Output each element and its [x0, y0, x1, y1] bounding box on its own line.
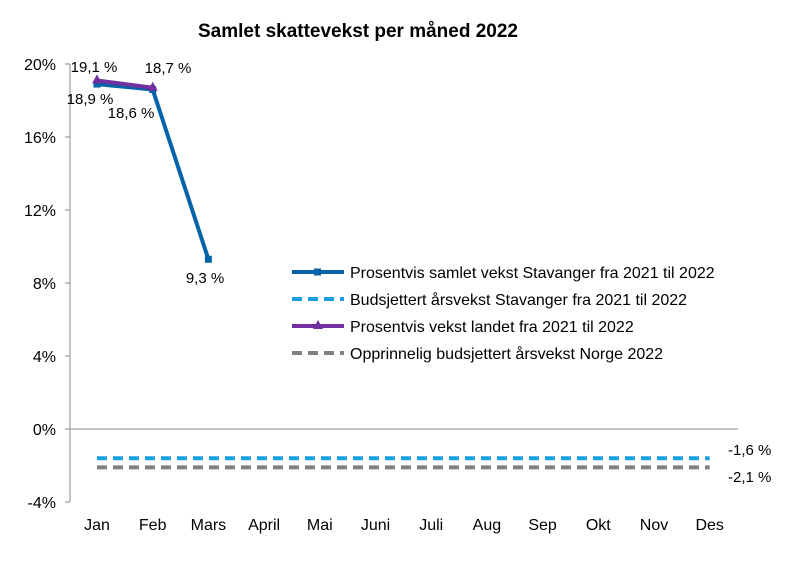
data-label: -1,6 %	[728, 442, 771, 459]
data-label: 18,6 %	[108, 105, 155, 122]
data-point	[147, 81, 158, 91]
y-tick-label: 20%	[24, 57, 56, 74]
x-tick-label: Aug	[473, 517, 501, 534]
legend-label: Prosentvis vekst landet fra 2021 til 202…	[350, 319, 634, 336]
x-tick-label: Sep	[528, 517, 557, 534]
data-label: 18,7 %	[145, 60, 192, 77]
y-tick-label: 8%	[33, 276, 56, 293]
legend-label: Prosentvis samlet vekst Stavanger fra 20…	[350, 265, 715, 282]
x-tick-label: Juli	[419, 517, 443, 534]
chart-title: Samlet skattevekst per måned 2022	[198, 21, 518, 42]
y-tick-label: 16%	[24, 130, 56, 147]
data-label: 18,9 %	[67, 91, 114, 108]
y-tick-label: 4%	[33, 349, 56, 366]
y-tick-label: -4%	[28, 495, 56, 512]
x-tick-label: Juni	[361, 517, 390, 534]
data-point	[93, 80, 101, 88]
data-point	[204, 255, 212, 263]
data-label: -2,1 %	[728, 469, 771, 486]
x-tick-label: Nov	[640, 517, 668, 534]
y-tick-label: 12%	[24, 203, 56, 220]
series-line-2	[96, 78, 153, 90]
data-label: 19,1 %	[71, 59, 118, 76]
x-tick-label: Mars	[191, 517, 227, 534]
x-tick-label: Des	[695, 517, 723, 534]
x-tick-label: Okt	[586, 517, 611, 534]
y-tick-label: 0%	[33, 422, 56, 439]
x-tick-label: Mai	[307, 517, 333, 534]
x-tick-label: April	[248, 517, 280, 534]
x-tick-label: Feb	[139, 517, 167, 534]
legend-marker	[313, 320, 323, 329]
x-tick-label: Jan	[84, 517, 110, 534]
data-point	[92, 74, 102, 84]
legend-label: Opprinnelig budsjettert årsvekst Norge 2…	[350, 345, 663, 363]
legend-marker	[314, 268, 321, 276]
data-label: 9,3 %	[186, 270, 224, 287]
legend-label: Budsjettert årsvekst Stavanger fra 2021 …	[350, 291, 687, 309]
